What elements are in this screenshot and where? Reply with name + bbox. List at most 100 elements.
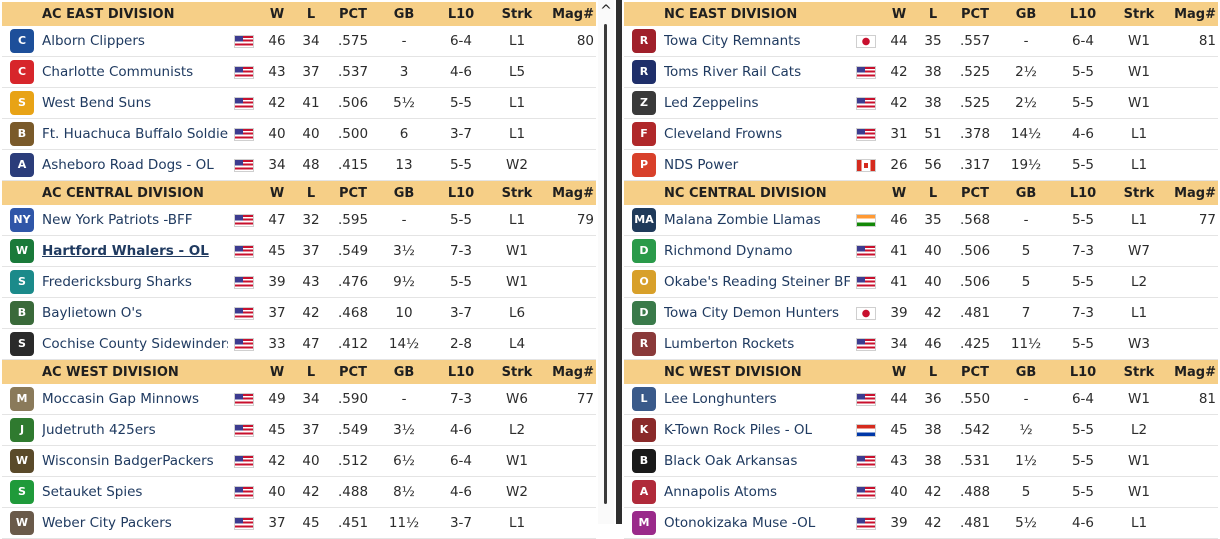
column-header-l10[interactable]: L10 [430,359,492,384]
column-header-gb[interactable]: GB [378,180,430,205]
team-row[interactable]: S Fredericksburg Sharks 39 43.476 9½ 5-5 W1 [2,266,596,298]
team-name-link[interactable]: Charlotte Communists [42,64,194,80]
column-header-strk[interactable]: Strk [492,359,542,384]
sharks-logo-icon[interactable]: S [10,270,34,294]
column-header-l[interactable]: L [294,359,328,384]
team-row[interactable]: O Okabe's Reading Steiner BFF 41 40.506 5 5-5… [624,266,1218,298]
team-name-link[interactable]: Cleveland Frowns [664,126,783,142]
column-header-strk[interactable]: Strk [1114,2,1164,26]
column-header-gb[interactable]: GB [378,2,430,26]
buffalo-soldiers-logo-icon[interactable]: B [10,122,34,146]
column-header-strk[interactable]: Strk [492,2,542,26]
column-header-w[interactable]: W [260,359,294,384]
team-name-link[interactable]: Otonokizaka Muse -OL [664,515,816,531]
column-header-pct[interactable]: PCT [950,359,1000,384]
column-header-l[interactable]: L [294,180,328,205]
team-name-link[interactable]: Moccasin Gap Minnows [42,391,200,407]
whalers-logo-icon[interactable]: W [10,239,34,263]
column-header-gb[interactable]: GB [1000,2,1052,26]
rockets-logo-icon[interactable]: R [632,332,656,356]
column-header-mag[interactable]: Mag# [542,359,596,384]
column-header-mag[interactable]: Mag# [542,180,596,205]
black-oak-logo-icon[interactable]: B [632,449,656,473]
team-name-link[interactable]: Alborn Clippers [42,33,145,49]
team-row[interactable]: B Ft. Huachuca Buffalo Soldiers- 40 40.500 6… [2,118,596,150]
column-header-pct[interactable]: PCT [328,180,378,205]
team-row[interactable]: M Otonokizaka Muse -OL 39 42.481 5½ 4-6 L1 [624,507,1218,539]
column-header-w[interactable]: W [260,180,294,205]
column-header-l[interactable]: L [916,180,950,205]
team-name-link[interactable]: K-Town Rock Piles - OL [664,422,813,438]
column-header-l10[interactable]: L10 [430,180,492,205]
column-header-w[interactable]: W [882,2,916,26]
team-row[interactable]: A Annapolis Atoms 40 42.488 5 5-5 W1 [624,476,1218,508]
column-header-l[interactable]: L [916,2,950,26]
column-header-l10[interactable]: L10 [1052,180,1114,205]
scrollbar[interactable]: ^ [598,0,614,524]
column-header-w[interactable]: W [882,359,916,384]
scroll-up-icon[interactable]: ^ [600,3,612,19]
team-name-link[interactable]: Weber City Packers [42,515,172,531]
column-header-mag[interactable]: Mag# [1164,359,1218,384]
team-row[interactable]: S Setauket Spies 40 42.488 8½ 4-6 W2 [2,476,596,508]
patriots-logo-icon[interactable]: NY [10,208,34,232]
column-header-w[interactable]: W [882,180,916,205]
team-name-link[interactable]: Ft. Huachuca Buffalo Soldiers- [42,126,228,142]
remnants-logo-icon[interactable]: R [632,29,656,53]
column-header-l10[interactable]: L10 [1052,2,1114,26]
column-header-gb[interactable]: GB [1000,180,1052,205]
column-header-pct[interactable]: PCT [328,2,378,26]
nds-power-logo-icon[interactable]: P [632,153,656,177]
longhunters-logo-icon[interactable]: L [632,387,656,411]
communists-logo-icon[interactable]: C [10,60,34,84]
team-name-link[interactable]: Led Zeppelins [664,95,759,111]
team-row[interactable]: K K-Town Rock Piles - OL 45 38.542 ½ 5-5 L2 [624,414,1218,446]
column-header-pct[interactable]: PCT [950,2,1000,26]
column-header-pct[interactable]: PCT [950,180,1000,205]
column-header-pct[interactable]: PCT [328,359,378,384]
team-row[interactable]: C Charlotte Communists 43 37.537 3 4-6 L5 [2,56,596,88]
column-header-gb[interactable]: GB [378,359,430,384]
team-row[interactable]: B Baylietown O's 37 42.468 10 3-7 L6 [2,297,596,329]
zeppelins-logo-icon[interactable]: Z [632,91,656,115]
column-header-l[interactable]: L [916,359,950,384]
demon-hunters-logo-icon[interactable]: D [632,301,656,325]
team-name-link[interactable]: Lee Longhunters [664,391,777,407]
team-name-link[interactable]: Towa City Demon Hunters [664,305,839,321]
team-name-link[interactable]: West Bend Suns [42,95,152,111]
team-row[interactable]: S West Bend Suns 42 41.506 5½ 5-5 L1 [2,87,596,119]
rock-piles-logo-icon[interactable]: K [632,418,656,442]
rail-cats-logo-icon[interactable]: R [632,60,656,84]
team-row[interactable]: J Judetruth 425ers 45 37.549 3½ 4-6 L2 [2,414,596,446]
column-header-mag[interactable]: Mag# [542,2,596,26]
425ers-logo-icon[interactable]: J [10,418,34,442]
team-row[interactable]: C Alborn Clippers 46 34.575-6-4 L1 80 [2,26,596,57]
team-name-link[interactable]: Toms River Rail Cats [664,64,802,80]
team-row[interactable]: W Weber City Packers 37 45.451 11½ 3-7 L1 [2,507,596,539]
column-header-strk[interactable]: Strk [1114,359,1164,384]
team-row[interactable]: L Lee Longhunters 44 36.550-6-4 W1 81 [624,384,1218,415]
sidewinders-logo-icon[interactable]: S [10,332,34,356]
team-name-link[interactable]: New York Patriots -BFF [42,212,193,228]
road-dogs-logo-icon[interactable]: A [10,153,34,177]
column-header-mag[interactable]: Mag# [1164,2,1218,26]
team-name-link[interactable]: Hartford Whalers - OL [42,243,209,259]
baylietown-logo-icon[interactable]: B [10,301,34,325]
team-name-link[interactable]: Asheboro Road Dogs - OL [42,157,214,173]
minnows-logo-icon[interactable]: M [10,387,34,411]
team-row[interactable]: MA Malana Zombie Llamas 46 35.568-5-5 L1 77 [624,205,1218,236]
zombie-llamas-logo-icon[interactable]: MA [632,208,656,232]
scroll-thumb[interactable] [604,24,607,504]
team-row[interactable]: W Hartford Whalers - OL 45 37.549 3½ 7-3 W1 [2,235,596,267]
team-name-link[interactable]: Malana Zombie Llamas [664,212,821,228]
packers-logo-icon[interactable]: W [10,511,34,535]
team-name-link[interactable]: Baylietown O's [42,305,143,321]
column-header-strk[interactable]: Strk [1114,180,1164,205]
atoms-logo-icon[interactable]: A [632,480,656,504]
team-row[interactable]: R Lumberton Rockets 34 46.425 11½ 5-5 W3 [624,328,1218,360]
muse-logo-icon[interactable]: M [632,511,656,535]
team-row[interactable]: D Towa City Demon Hunters 39 42.481 7 7-3 L1 [624,297,1218,329]
team-name-link[interactable]: Judetruth 425ers [42,422,156,438]
team-row[interactable]: W Wisconsin BadgerPackers 42 40.512 6½ 6-4 W1 [2,445,596,477]
column-header-l[interactable]: L [294,2,328,26]
